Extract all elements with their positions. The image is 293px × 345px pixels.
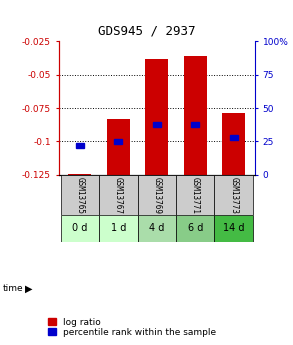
Bar bbox=[61, 175, 99, 215]
Text: 14 d: 14 d bbox=[223, 224, 244, 234]
Bar bbox=[137, 175, 176, 215]
Bar bbox=[153, 121, 161, 127]
Text: 1 d: 1 d bbox=[110, 224, 126, 234]
Bar bbox=[145, 59, 168, 175]
Text: 6 d: 6 d bbox=[188, 224, 203, 234]
Bar bbox=[76, 143, 84, 148]
Text: 0 d: 0 d bbox=[72, 224, 87, 234]
Text: GSM13769: GSM13769 bbox=[152, 177, 161, 214]
Bar bbox=[191, 121, 200, 127]
Bar bbox=[214, 215, 253, 242]
Bar bbox=[229, 135, 238, 140]
Bar bbox=[184, 56, 207, 175]
Bar bbox=[176, 215, 214, 242]
Bar bbox=[68, 174, 91, 175]
Bar bbox=[222, 114, 245, 175]
Bar bbox=[61, 215, 99, 242]
Text: GSM13767: GSM13767 bbox=[114, 177, 123, 214]
Text: GDS945 / 2937: GDS945 / 2937 bbox=[98, 24, 195, 37]
Text: ▶: ▶ bbox=[25, 284, 33, 294]
Bar bbox=[176, 175, 214, 215]
Bar bbox=[137, 215, 176, 242]
Text: 4 d: 4 d bbox=[149, 224, 164, 234]
Text: GSM13771: GSM13771 bbox=[191, 177, 200, 214]
Bar bbox=[114, 139, 122, 144]
Bar bbox=[99, 215, 137, 242]
Text: GSM13773: GSM13773 bbox=[229, 177, 238, 214]
Bar bbox=[107, 119, 130, 175]
Legend: log ratio, percentile rank within the sample: log ratio, percentile rank within the sa… bbox=[48, 318, 216, 337]
Bar bbox=[214, 175, 253, 215]
Text: GSM13765: GSM13765 bbox=[75, 177, 84, 214]
Text: time: time bbox=[3, 284, 23, 293]
Bar bbox=[99, 175, 137, 215]
